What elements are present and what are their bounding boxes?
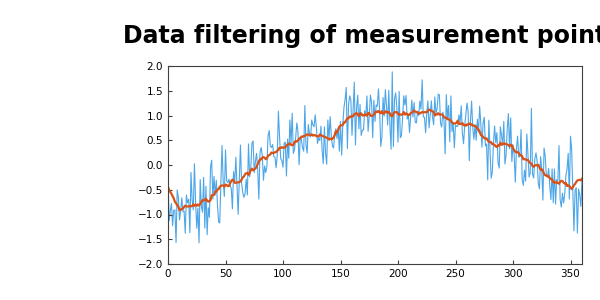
Text: Data filtering of measurement points: Data filtering of measurement points xyxy=(124,24,600,48)
